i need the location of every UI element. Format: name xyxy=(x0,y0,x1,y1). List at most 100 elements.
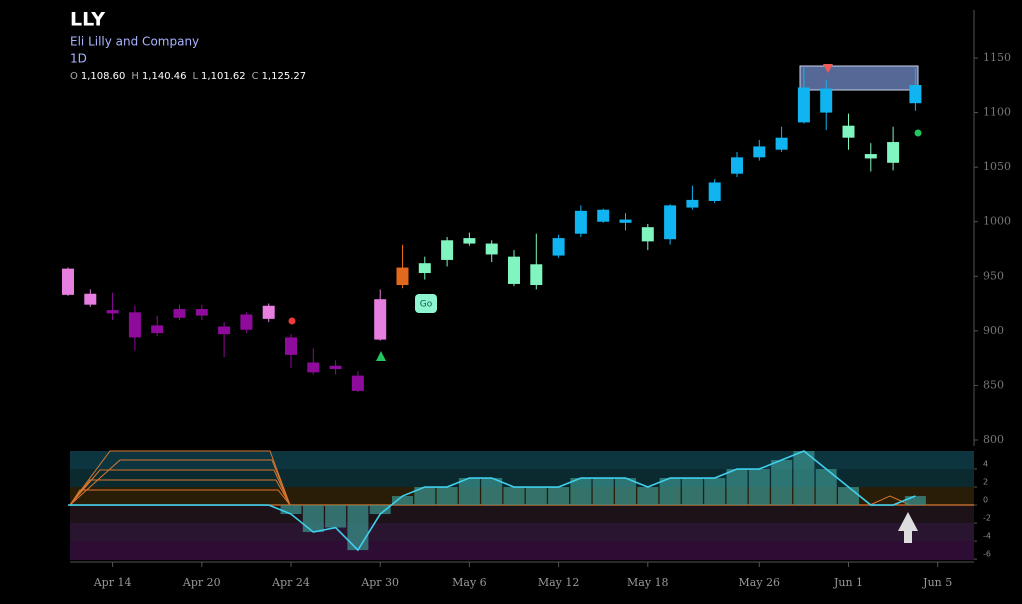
histogram-bar xyxy=(392,496,413,506)
histogram-bar xyxy=(748,469,770,506)
histogram-bar xyxy=(615,478,636,506)
y-tick-label: 1150 xyxy=(983,51,1011,64)
y-tick-label: 800 xyxy=(983,433,1004,446)
interval: 1D xyxy=(70,52,87,66)
ohlc-value: 1,140.46 xyxy=(142,71,187,82)
candle-body xyxy=(731,157,743,174)
histogram-bar xyxy=(414,487,436,506)
histogram-bar xyxy=(659,478,681,506)
zone-band xyxy=(70,451,974,469)
histogram-bar xyxy=(302,505,324,533)
y-tick-label: 2 xyxy=(983,478,988,487)
ohlc-key: O xyxy=(70,71,78,82)
x-tick-label: Jun 1 xyxy=(833,576,863,589)
candle-body xyxy=(619,219,632,223)
histogram-bar xyxy=(637,487,659,506)
candle-body xyxy=(106,310,119,314)
candle-body xyxy=(351,375,364,391)
candle-body xyxy=(418,263,431,274)
y-tick-label: 1050 xyxy=(983,160,1011,173)
zone-band xyxy=(70,505,974,523)
x-tick-label: Apr 24 xyxy=(271,576,310,589)
candle-body xyxy=(597,209,610,222)
arrow-marker xyxy=(898,512,918,543)
y-tick-label: -6 xyxy=(983,550,991,559)
histogram-bar xyxy=(347,505,369,551)
candle-body xyxy=(329,365,342,370)
candle-body xyxy=(173,309,186,318)
candle-body xyxy=(218,326,231,335)
histogram-bar xyxy=(815,469,837,506)
ohlc-key: H xyxy=(131,71,139,82)
candle-body xyxy=(195,309,208,316)
y-tick-label: 1000 xyxy=(983,215,1011,228)
x-tick-label: Apr 14 xyxy=(93,576,132,589)
candle-body xyxy=(887,142,900,163)
x-tick-label: May 18 xyxy=(627,576,669,589)
x-tick-label: May 26 xyxy=(739,576,781,589)
histogram-bar xyxy=(570,478,592,506)
x-tick-label: May 12 xyxy=(538,576,580,589)
candle-body xyxy=(842,125,855,138)
y-tick-label: 850 xyxy=(983,378,1004,391)
signal-down xyxy=(823,64,833,73)
candle-body xyxy=(820,88,833,113)
ohlc-value: 1,108.60 xyxy=(81,71,126,82)
fan-lines xyxy=(69,450,911,506)
x-tick-label: Jun 5 xyxy=(922,576,952,589)
signal-dot xyxy=(914,129,922,137)
histogram-bar xyxy=(793,451,815,506)
histogram-bar xyxy=(280,505,302,515)
histogram-bar xyxy=(726,469,748,506)
histogram-bar xyxy=(458,478,480,506)
histogram-bar xyxy=(369,505,391,515)
histogram-bar xyxy=(525,487,547,506)
y-tick-label: 900 xyxy=(983,324,1004,337)
candle-body xyxy=(463,238,476,244)
ohlc-value: 1,125.27 xyxy=(262,71,307,82)
candle-body xyxy=(864,154,877,159)
company-name: Eli Lilly and Company xyxy=(70,35,199,49)
candle-body xyxy=(262,305,275,319)
zone-band xyxy=(70,469,974,487)
candle-body xyxy=(84,293,97,305)
x-tick-label: May 6 xyxy=(452,576,487,589)
histogram-bar xyxy=(481,478,503,506)
candle-body xyxy=(128,312,141,338)
histogram-bar xyxy=(904,496,926,506)
candle-body xyxy=(753,146,766,158)
candle-body xyxy=(508,256,520,284)
candle-body xyxy=(396,267,409,286)
candle-body xyxy=(307,362,320,373)
candle-body xyxy=(909,85,922,104)
candle-body xyxy=(686,199,699,208)
oscillator-line xyxy=(68,450,916,552)
candle-body xyxy=(441,240,454,260)
symbol: LLY xyxy=(70,9,105,31)
candle-body xyxy=(775,137,788,150)
zone-band xyxy=(70,541,974,560)
signal-dot xyxy=(288,317,296,325)
candle-body xyxy=(151,325,164,334)
y-tick-label: -4 xyxy=(983,532,991,541)
candle-body xyxy=(240,314,253,330)
candle-body xyxy=(708,182,721,201)
histogram-bar xyxy=(503,487,525,506)
histogram-bar xyxy=(771,460,793,506)
candle-body xyxy=(664,205,677,240)
ohlc-value: 1,101.62 xyxy=(201,71,246,82)
x-tick-label: Apr 30 xyxy=(360,576,399,589)
zone-band xyxy=(70,523,974,541)
candle-body xyxy=(574,210,587,234)
ohlc-key: L xyxy=(192,71,198,82)
candle-body xyxy=(374,299,387,340)
histogram-bar xyxy=(681,478,703,506)
candle-body xyxy=(530,264,543,286)
histogram-bar xyxy=(325,505,347,528)
candle-body xyxy=(62,268,74,295)
signal-up xyxy=(376,351,386,361)
histogram-bar xyxy=(704,478,726,506)
go-label: Go xyxy=(420,300,433,310)
y-tick-label: 4 xyxy=(983,460,988,469)
